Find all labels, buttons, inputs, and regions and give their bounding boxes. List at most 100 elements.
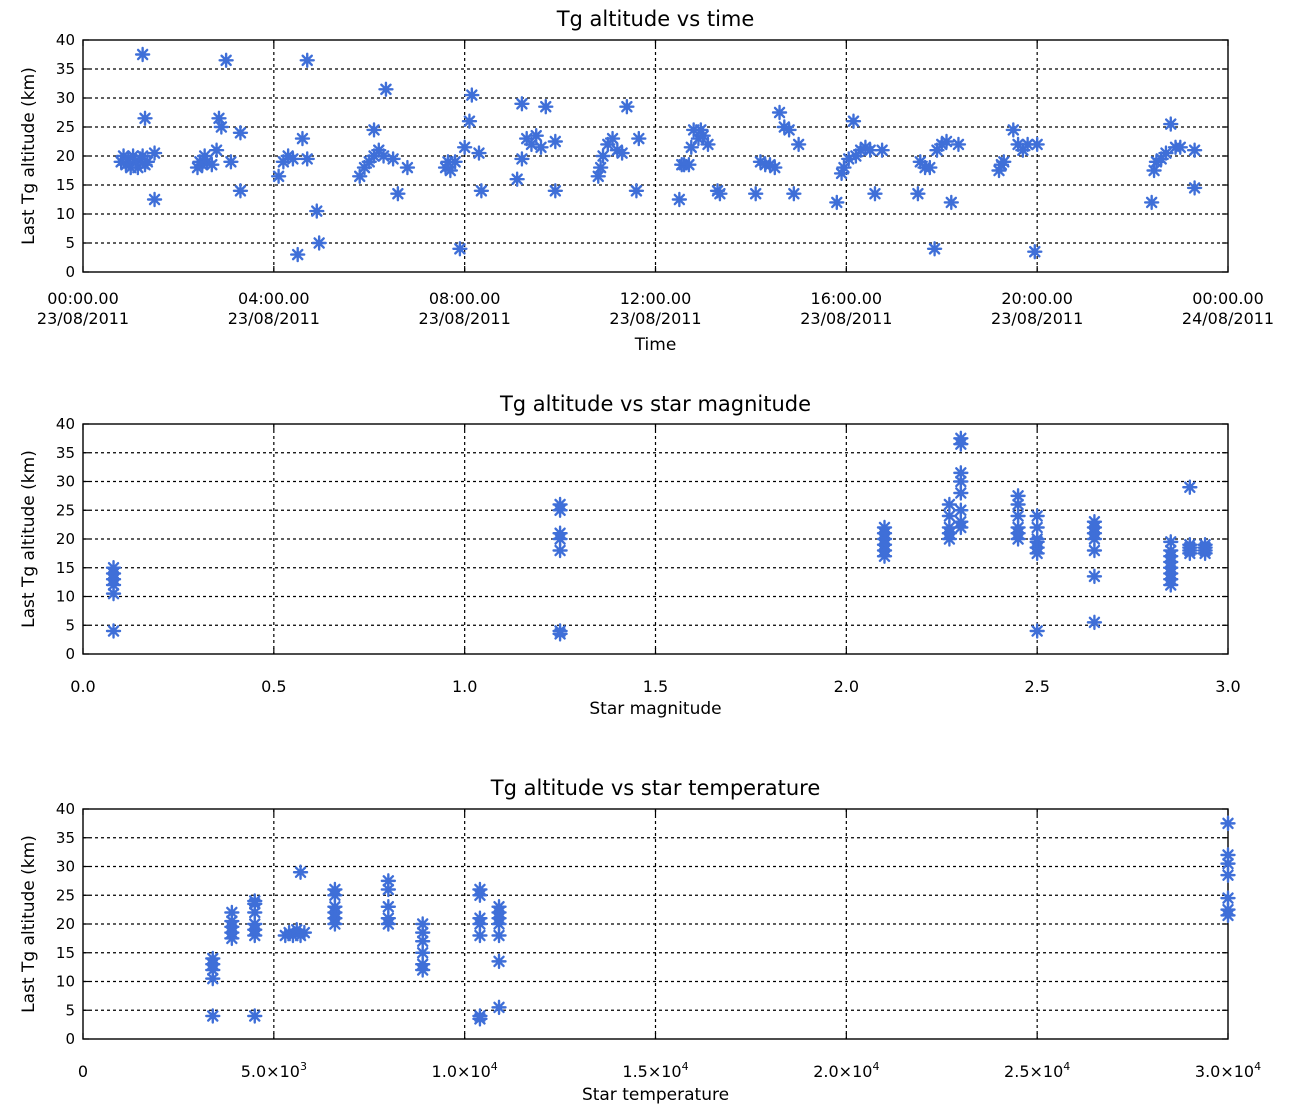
data-point — [1086, 568, 1103, 585]
y-tick-label: 0 — [65, 1030, 75, 1048]
data-point — [953, 514, 969, 530]
data-point — [912, 154, 928, 170]
data-point — [552, 542, 568, 559]
x-tick-label: 12:00.00 — [620, 289, 692, 308]
data-point — [115, 148, 132, 164]
data-point — [762, 157, 778, 173]
data-point — [1086, 614, 1103, 631]
data-point — [752, 154, 769, 170]
data-point — [299, 151, 315, 167]
data-point — [199, 154, 215, 170]
data-point — [941, 496, 958, 513]
data-point — [790, 136, 807, 153]
data-point — [399, 159, 416, 176]
data-point — [609, 142, 626, 158]
panel-2: Tg altitude vs star magnitude 0 5 10 15 20 25 3… — [19, 392, 1241, 719]
data-point — [205, 970, 221, 987]
data-point — [845, 113, 862, 129]
x-tick-label: 20:00.00 — [1001, 289, 1073, 308]
data-point — [592, 159, 609, 176]
x-tick-mantissa: 3.0×10 — [1195, 1062, 1254, 1081]
data-point — [538, 99, 554, 115]
data-point — [857, 139, 874, 155]
x-tick-label: 2.0 — [834, 677, 859, 696]
data-point — [991, 162, 1007, 179]
data-point — [461, 113, 478, 129]
y-tick-label: 30 — [56, 89, 75, 107]
data-point — [194, 157, 210, 173]
x-tick-label: 16:00.00 — [811, 289, 883, 308]
x-tick-label: 23/08/2011 — [419, 309, 511, 328]
data-point — [829, 194, 845, 211]
y-tick-label: 15 — [56, 559, 75, 577]
y-tick-label: 15 — [56, 176, 75, 194]
data-point — [232, 125, 249, 141]
data-point — [1015, 142, 1031, 158]
y-axis-label: Last Tg altitude (km) — [19, 835, 39, 1013]
data-point — [552, 525, 568, 541]
data-point — [1186, 142, 1203, 158]
panel-3: Tg altitude vs star temperature 0 5 10 15 20 2… — [19, 776, 1261, 1105]
data-point — [547, 183, 564, 199]
x-tick-label: 1.0 — [452, 677, 477, 696]
data-point — [125, 148, 141, 164]
data-point — [118, 157, 134, 173]
y-tick-label: 35 — [56, 829, 75, 847]
data-point — [841, 151, 857, 167]
data-point — [385, 151, 401, 167]
data-point — [205, 1008, 221, 1024]
data-point — [294, 130, 311, 147]
data-point — [938, 133, 955, 150]
data-point — [213, 119, 230, 135]
data-point — [950, 136, 967, 153]
data-point — [224, 904, 240, 921]
data-point — [289, 246, 306, 263]
data-point — [491, 899, 507, 915]
data-point — [137, 110, 153, 126]
data-point — [380, 881, 397, 898]
data-point — [414, 916, 431, 932]
data-point — [781, 122, 797, 138]
chart-title: Tg altitude vs star temperature — [490, 776, 820, 800]
data-point — [375, 148, 392, 164]
x-tick-label: 00:00.00 — [1192, 289, 1264, 308]
data-point — [361, 154, 377, 170]
y-tick-label: 10 — [56, 205, 75, 223]
x-tick-exponent: 4 — [1063, 1060, 1070, 1073]
x-tick-exponent: 4 — [682, 1060, 689, 1073]
x-tick-exponent: 4 — [1254, 1060, 1261, 1073]
y-tick-label: 40 — [56, 800, 75, 818]
data-point — [189, 159, 206, 176]
data-point — [941, 519, 958, 536]
data-point — [941, 508, 958, 524]
x-tick-label: 1.5 — [643, 677, 668, 696]
data-point — [786, 186, 802, 202]
y-tick-label: 40 — [56, 31, 75, 49]
data-point — [953, 502, 969, 518]
data-point — [1086, 514, 1103, 530]
y-tick-label: 10 — [56, 973, 75, 991]
x-axis-label: Star magnitude — [589, 699, 721, 719]
data-point — [547, 133, 564, 150]
data-point — [196, 148, 213, 164]
data-point — [378, 81, 394, 97]
data-point — [292, 864, 309, 880]
data-point — [1186, 180, 1203, 196]
y-tick-label: 20 — [56, 915, 75, 933]
data-point — [247, 1008, 263, 1024]
data-point — [1086, 542, 1103, 559]
data-point — [996, 154, 1012, 170]
data-point — [700, 136, 716, 153]
data-point — [1182, 479, 1198, 495]
data-point — [747, 186, 764, 202]
data-point — [1220, 855, 1236, 872]
data-point — [472, 927, 488, 944]
x-tick-label: 23/08/2011 — [800, 309, 892, 328]
data-point — [552, 496, 568, 513]
y-tick-label: 35 — [56, 444, 75, 462]
data-point — [327, 899, 343, 915]
data-point — [447, 154, 463, 170]
data-point — [1029, 136, 1045, 153]
x-tick-mantissa: 1.5×10 — [622, 1062, 681, 1081]
